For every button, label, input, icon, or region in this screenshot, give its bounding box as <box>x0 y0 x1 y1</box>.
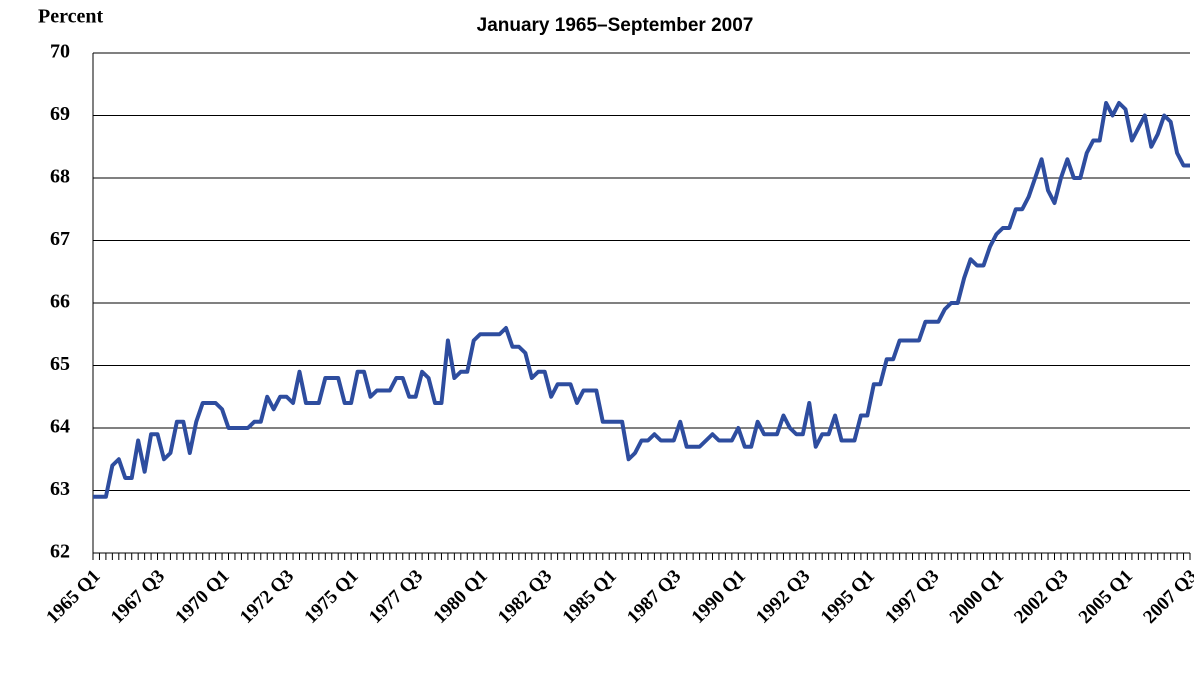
data-line <box>93 101 1190 499</box>
x-tick-label: 1970 Q1 <box>171 566 233 628</box>
x-tick-label: 1982 Q3 <box>494 566 556 628</box>
y-tick-label: 66 <box>50 291 70 313</box>
y-axis-label: Percent <box>38 6 103 28</box>
x-tick-label: 1985 Q1 <box>559 566 621 628</box>
y-tick-label: 63 <box>50 478 70 500</box>
y-tick-label: 62 <box>50 541 70 563</box>
x-tick-label: 1977 Q3 <box>365 566 427 628</box>
x-tick-label: 2007 Q3 <box>1139 566 1194 628</box>
x-tick-label: 1990 Q1 <box>688 566 750 628</box>
x-tick-label: 2000 Q1 <box>946 566 1008 628</box>
x-tick-label: 2002 Q3 <box>1010 566 1072 628</box>
x-tick-label: 1975 Q1 <box>300 566 362 628</box>
y-tick-label: 68 <box>50 166 70 188</box>
x-tick-label: 1995 Q1 <box>817 566 879 628</box>
x-tick-label: 1967 Q3 <box>107 566 169 628</box>
x-tick-label: 1980 Q1 <box>429 566 491 628</box>
chart-subtitle: January 1965–September 2007 <box>477 15 754 36</box>
y-tick-label: 67 <box>50 228 70 250</box>
x-tick-label: 1965 Q1 <box>42 566 104 628</box>
x-tick-label: 2005 Q1 <box>1075 566 1137 628</box>
y-tick-label: 69 <box>50 103 70 125</box>
x-tick-label: 1992 Q3 <box>752 566 814 628</box>
x-tick-label: 1972 Q3 <box>236 566 298 628</box>
y-tick-label: 65 <box>50 353 70 375</box>
x-tick-label: 1987 Q3 <box>623 566 685 628</box>
x-tick-label: 1997 Q3 <box>881 566 943 628</box>
y-tick-label: 70 <box>50 41 70 63</box>
y-tick-label: 64 <box>50 416 70 438</box>
